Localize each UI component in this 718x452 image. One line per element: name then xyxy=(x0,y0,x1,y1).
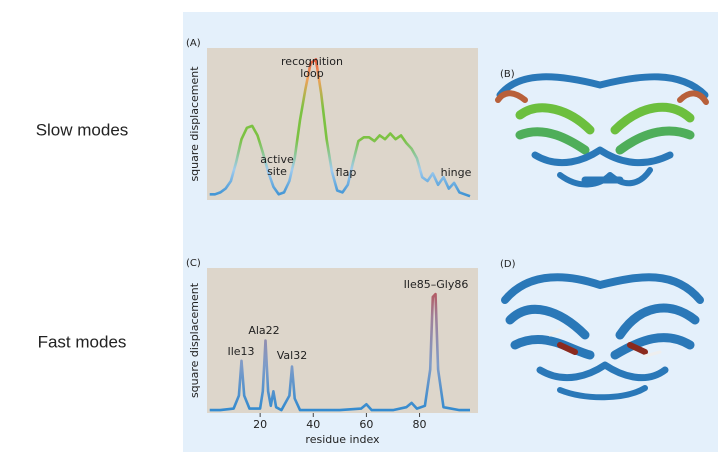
protein-structure xyxy=(495,73,709,188)
row-label: Fast modes xyxy=(38,332,127,351)
annotation: hinge xyxy=(441,166,472,179)
plot-area xyxy=(207,268,478,413)
x-tick-label: 60 xyxy=(359,418,373,431)
data-line xyxy=(209,292,470,412)
x-tick-label: 20 xyxy=(253,418,267,431)
annotation: site xyxy=(267,165,287,178)
annotation: loop xyxy=(300,67,324,80)
annotation: Ala22 xyxy=(248,324,279,337)
protein-structure xyxy=(501,273,704,401)
y-axis-label: square displacement xyxy=(188,66,201,182)
annotation: flap xyxy=(336,166,357,179)
x-tick-label: 80 xyxy=(413,418,427,431)
x-axis-label: residue index xyxy=(305,433,380,446)
annotation: Ile13 xyxy=(227,345,254,358)
panel-label: (B) xyxy=(500,69,515,80)
panel-label: (A) xyxy=(186,38,201,49)
annotation: Val32 xyxy=(277,349,307,362)
data-line xyxy=(209,58,471,198)
row-label: Slow modes xyxy=(36,120,129,139)
annotation: recognition xyxy=(281,55,343,68)
annotation: Ile85–Gly86 xyxy=(404,278,469,291)
panel-label: (D) xyxy=(500,259,516,270)
panel-label: (C) xyxy=(186,258,201,269)
x-tick-label: 40 xyxy=(306,418,320,431)
annotation: active xyxy=(260,153,294,166)
y-axis-label: square displacement xyxy=(188,282,201,398)
